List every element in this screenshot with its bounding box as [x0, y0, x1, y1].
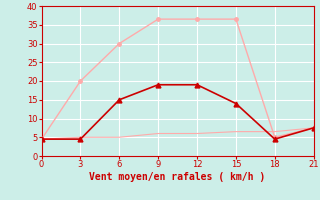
X-axis label: Vent moyen/en rafales ( km/h ): Vent moyen/en rafales ( km/h ): [90, 172, 266, 182]
